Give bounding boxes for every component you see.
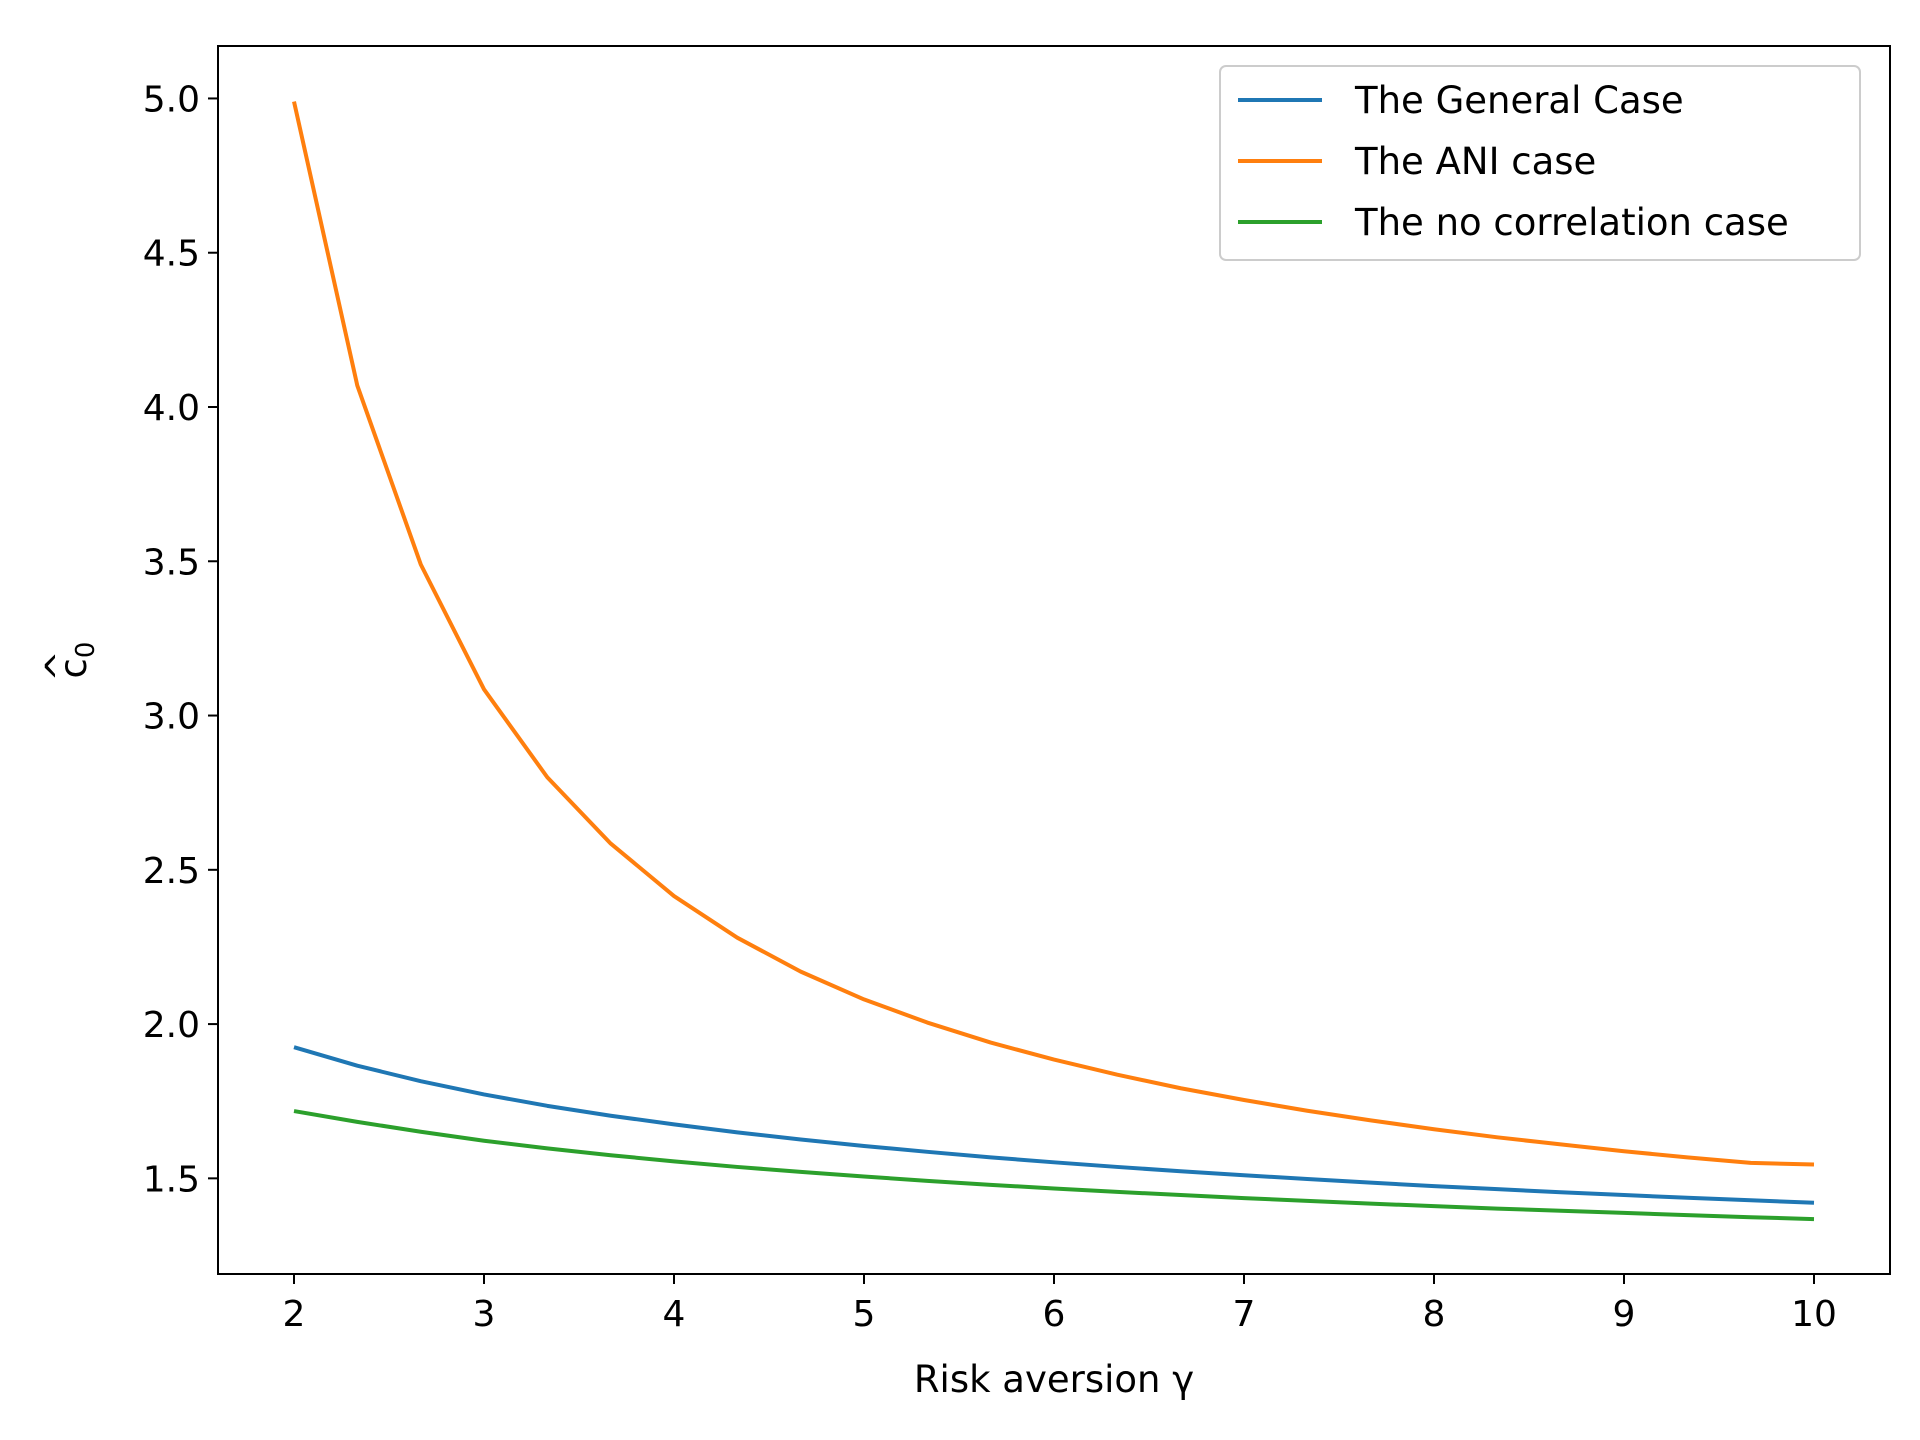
x-tick-label: 4: [663, 1294, 686, 1335]
x-tick-label: 7: [1233, 1294, 1256, 1335]
series-line-2: [293, 1109, 1815, 1222]
svg-text:c0: c0: [52, 642, 101, 679]
legend-label-no-correlation: The no correlation case: [1354, 201, 1789, 244]
legend: The General Case The ANI case The no cor…: [1219, 65, 1861, 261]
y-tick-label: 4.0: [143, 388, 200, 429]
x-tick-label: 10: [1791, 1294, 1837, 1335]
series-line-1: [292, 101, 1815, 1167]
y-axis-ticks: 1.5 2.0 2.5 3.0 3.5 4.0 4.5 5.0: [143, 79, 218, 1200]
y-tick-label: 2.5: [143, 851, 200, 892]
x-tick-label: 9: [1613, 1294, 1636, 1335]
y-tick-label: 4.5: [143, 234, 200, 275]
y-tick-label: 3.5: [143, 542, 200, 583]
legend-label-ani: The ANI case: [1354, 140, 1596, 183]
x-tick-label: 3: [473, 1294, 496, 1335]
x-tick-label: 8: [1423, 1294, 1446, 1335]
y-axis-label-base: c: [52, 658, 95, 678]
x-tick-label: 5: [853, 1294, 876, 1335]
x-tick-label: 2: [283, 1294, 306, 1335]
y-tick-label: 3.0: [143, 697, 200, 738]
y-axis-label: c0 ^: [38, 642, 101, 682]
legend-label-general: The General Case: [1354, 79, 1684, 122]
x-tick-label: 6: [1043, 1294, 1066, 1335]
x-axis-label: Risk aversion γ: [914, 1358, 1194, 1401]
y-tick-label: 2.0: [143, 1005, 200, 1046]
legend-box: [1219, 65, 1861, 261]
series-line-0: [293, 1045, 1815, 1205]
y-axis-label-hat: ^: [38, 650, 81, 681]
lines-layer: [292, 101, 1815, 1222]
y-axis-label-subscript: 0: [71, 642, 101, 659]
x-axis-ticks: 2 3 4 5 6 7 8 9 10: [283, 1274, 1837, 1335]
y-tick-label: 1.5: [143, 1159, 200, 1200]
y-tick-label: 5.0: [143, 79, 200, 120]
